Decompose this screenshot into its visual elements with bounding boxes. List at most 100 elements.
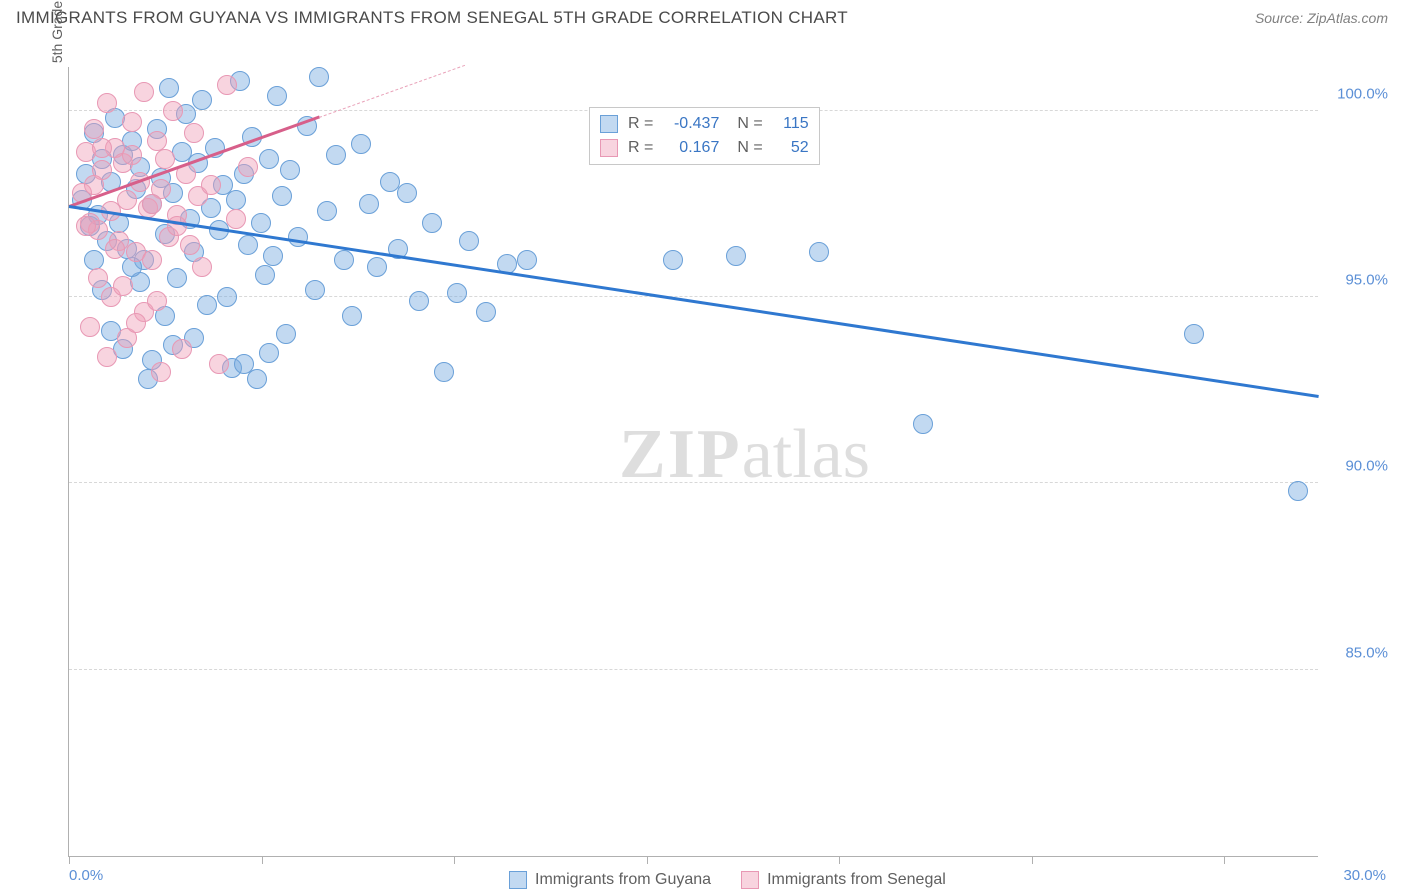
scatter-point [663, 250, 683, 270]
scatter-point [122, 145, 142, 165]
x-tick-label: 30.0% [1326, 867, 1386, 884]
scatter-point [97, 93, 117, 113]
x-tick [69, 856, 70, 864]
scatter-point [1184, 324, 1204, 344]
scatter-point [913, 414, 933, 434]
scatter-point [238, 235, 258, 255]
chart-title: IMMIGRANTS FROM GUYANA VS IMMIGRANTS FRO… [16, 8, 848, 28]
source-name: ZipAtlas.com [1307, 10, 1388, 26]
scatter-point [317, 201, 337, 221]
scatter-point [276, 324, 296, 344]
scatter-point [172, 339, 192, 359]
scatter-point [155, 149, 175, 169]
stat-n-value: 52 [773, 136, 809, 160]
x-tick [262, 856, 263, 864]
scatter-point [180, 235, 200, 255]
scatter-point [201, 175, 221, 195]
x-tick [647, 856, 648, 864]
legend-stats-box: R = -0.437 N = 115R = 0.167 N = 52 [589, 107, 820, 165]
scatter-point [234, 354, 254, 374]
scatter-point [309, 67, 329, 87]
scatter-point [280, 160, 300, 180]
scatter-point [238, 157, 258, 177]
scatter-point [305, 280, 325, 300]
scatter-point [447, 283, 467, 303]
stat-r-label: R = [628, 112, 653, 136]
scatter-point [142, 194, 162, 214]
scatter-point [267, 86, 287, 106]
scatter-point [263, 246, 283, 266]
bottom-legend: Immigrants from Guyana Immigrants from Se… [509, 871, 946, 889]
scatter-point [105, 239, 125, 259]
scatter-point [351, 134, 371, 154]
x-tick-label: 0.0% [69, 867, 103, 884]
gridline [69, 669, 1318, 670]
scatter-point [359, 194, 379, 214]
legend-label: Immigrants from Senegal [767, 871, 946, 889]
scatter-point [117, 190, 137, 210]
scatter-point [517, 250, 537, 270]
chart-header: IMMIGRANTS FROM GUYANA VS IMMIGRANTS FRO… [0, 0, 1406, 32]
source-attribution: Source: ZipAtlas.com [1255, 10, 1388, 26]
scatter-point [251, 213, 271, 233]
scatter-point [122, 112, 142, 132]
scatter-point [147, 291, 167, 311]
scatter-point [134, 82, 154, 102]
scatter-point [259, 343, 279, 363]
legend-swatch [509, 871, 527, 889]
scatter-point [422, 213, 442, 233]
scatter-point [342, 306, 362, 326]
scatter-point [326, 145, 346, 165]
scatter-point [334, 250, 354, 270]
scatter-point [80, 317, 100, 337]
gridline [69, 296, 1318, 297]
legend-swatch [600, 115, 618, 133]
x-tick [1224, 856, 1225, 864]
stat-r-value: 0.167 [663, 136, 719, 160]
stat-n-label: N = [737, 136, 762, 160]
scatter-point [726, 246, 746, 266]
scatter-point [459, 231, 479, 251]
scatter-point [151, 362, 171, 382]
scatter-point [209, 354, 229, 374]
scatter-point [226, 209, 246, 229]
scatter-point [163, 101, 183, 121]
y-tick-label: 85.0% [1328, 644, 1388, 661]
y-tick-label: 95.0% [1328, 272, 1388, 289]
scatter-point [217, 287, 237, 307]
scatter-point [197, 295, 217, 315]
scatter-point [84, 119, 104, 139]
scatter-point [272, 186, 292, 206]
legend-swatch [741, 871, 759, 889]
scatter-point [88, 268, 108, 288]
scatter-point [126, 313, 146, 333]
scatter-point [97, 347, 117, 367]
scatter-point [409, 291, 429, 311]
stat-r-label: R = [628, 136, 653, 160]
legend-item: Immigrants from Senegal [741, 871, 946, 889]
scatter-point [476, 302, 496, 322]
scatter-point [159, 78, 179, 98]
legend-item: Immigrants from Guyana [509, 871, 711, 889]
x-tick [1032, 856, 1033, 864]
legend-stats-row: R = 0.167 N = 52 [600, 136, 809, 160]
scatter-point [142, 250, 162, 270]
scatter-point [192, 90, 212, 110]
gridline [69, 482, 1318, 483]
scatter-point [192, 257, 212, 277]
y-tick-label: 90.0% [1328, 458, 1388, 475]
scatter-point [76, 216, 96, 236]
stat-n-value: 115 [773, 112, 809, 136]
scatter-point [434, 362, 454, 382]
stat-r-value: -0.437 [663, 112, 719, 136]
scatter-point [397, 183, 417, 203]
scatter-point [167, 268, 187, 288]
y-axis-label: 5th Grade [49, 1, 65, 63]
scatter-point [809, 242, 829, 262]
scatter-point [84, 250, 104, 270]
scatter-point [1288, 481, 1308, 501]
scatter-point [367, 257, 387, 277]
scatter-point [92, 138, 112, 158]
legend-label: Immigrants from Guyana [535, 871, 711, 889]
x-tick [839, 856, 840, 864]
